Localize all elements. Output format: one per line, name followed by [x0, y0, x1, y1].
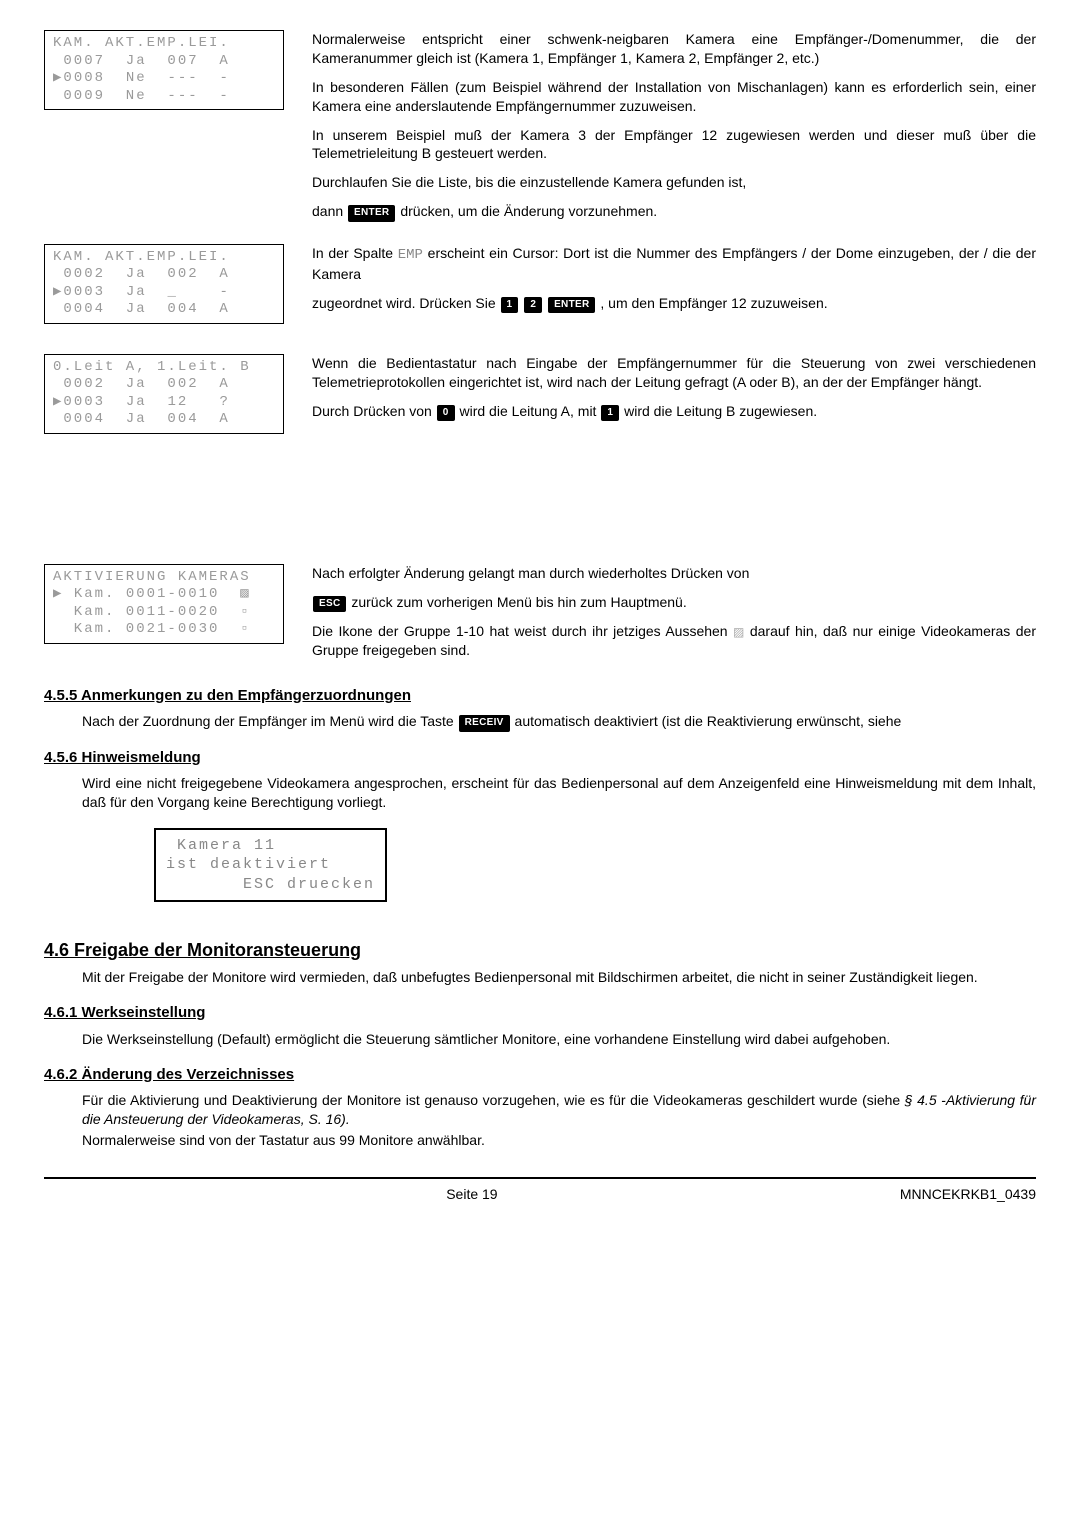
para-4: Durchlaufen Sie die Liste, bis die einzu… — [312, 173, 1036, 192]
key-2-icon: 2 — [524, 297, 542, 314]
emp-label: EMP — [398, 247, 423, 263]
para-12: Die Ikone der Gruppe 1-10 hat weist durc… — [312, 622, 1036, 660]
para-3: In unserem Beispiel muß der Kamera 3 der… — [312, 126, 1036, 164]
enter-key-icon: ENTER — [548, 297, 595, 314]
group-partial-icon: ▨ — [733, 625, 744, 639]
para-1: Normalerweise entspricht einer schwenk-n… — [312, 30, 1036, 68]
page-number: Seite 19 — [446, 1185, 497, 1204]
lcd-display-1: KAM. AKT.EMP.LEI. 0007 Ja 007 A ▶0008 Ne… — [44, 30, 284, 110]
para-2: In besonderen Fällen (zum Beispiel währe… — [312, 78, 1036, 116]
lcd-display-5: Kamera 11 ist deaktiviert ESC druecken — [154, 828, 387, 903]
receiv-key-icon: RECEIV — [459, 715, 510, 732]
key-1-icon: 1 — [501, 297, 519, 314]
para-7: zugeordnet wird. Drücken Sie 1 2 ENTER ,… — [312, 294, 1036, 314]
heading-456: 4.5.6 Hinweismeldung — [44, 748, 1036, 768]
page-footer: Seite 19 MNNCEKRKB1_0439 — [44, 1177, 1036, 1204]
para-462: Für die Aktivierung und Deaktivierung de… — [82, 1091, 1036, 1129]
para-11: ESC zurück zum vorherigen Menü bis hin z… — [312, 593, 1036, 613]
key-1-icon: 1 — [601, 405, 619, 422]
para-456: Wird eine nicht freigegebene Videokamera… — [82, 774, 1036, 812]
para-5: dann ENTER drücken, um die Änderung vorz… — [312, 202, 1036, 222]
para-6: In der Spalte EMP erscheint ein Cursor: … — [312, 244, 1036, 284]
para-8: Wenn die Bedientastatur nach Eingabe der… — [312, 354, 1036, 392]
lcd-display-3: 0.Leit A, 1.Leit. B 0002 Ja 002 A ▶0003 … — [44, 354, 284, 434]
esc-key-icon: ESC — [313, 596, 346, 613]
heading-461: 4.6.1 Werkseinstellung — [44, 1003, 1036, 1023]
para-455: Nach der Zuordnung der Empfänger im Menü… — [82, 712, 1036, 732]
heading-462: 4.6.2 Änderung des Verzeichnisses — [44, 1065, 1036, 1085]
lcd-display-4: AKTIVIERUNG KAMERAS ▶ Kam. 0001-0010 ▨ K… — [44, 564, 284, 644]
doc-id: MNNCEKRKB1_0439 — [900, 1185, 1036, 1204]
heading-46: 4.6 Freigabe der Monitoransteuerung — [44, 938, 1036, 962]
para-9: Durch Drücken von 0 wird die Leitung A, … — [312, 402, 1036, 422]
key-0-icon: 0 — [437, 405, 455, 422]
para-462c: Normalerweise sind von der Tastatur aus … — [82, 1131, 1036, 1150]
para-10: Nach erfolgter Änderung gelangt man durc… — [312, 564, 1036, 583]
para-46: Mit der Freigabe der Monitore wird vermi… — [82, 968, 1036, 987]
para-461: Die Werkseinstellung (Default) ermöglich… — [82, 1030, 1036, 1049]
enter-key-icon: ENTER — [348, 205, 395, 222]
lcd-display-2: KAM. AKT.EMP.LEI. 0002 Ja 002 A ▶0003 Ja… — [44, 244, 284, 324]
heading-455: 4.5.5 Anmerkungen zu den Empfängerzuordn… — [44, 686, 1036, 706]
